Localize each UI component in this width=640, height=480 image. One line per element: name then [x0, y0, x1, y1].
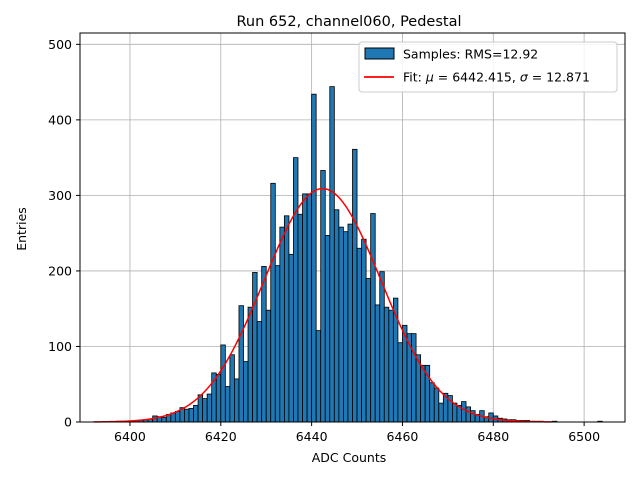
y-tick-label: 500 — [48, 37, 72, 52]
histogram-bar — [365, 278, 372, 423]
histogram-bar — [379, 271, 385, 423]
axis-ticks: 6400 6420 6440 6460 6480 6500 0 100 200 300 400 500 — [48, 37, 600, 444]
histogram-bar — [229, 354, 235, 423]
histogram-bar — [288, 253, 294, 423]
fit-curve — [93, 187, 553, 423]
y-tick-label: 200 — [48, 263, 72, 278]
y-tick-label: 400 — [48, 112, 72, 127]
histogram-bar — [174, 411, 181, 423]
histogram-bar — [433, 387, 440, 423]
histogram-bar — [374, 304, 381, 423]
histogram-bar — [438, 402, 444, 423]
histogram-bar — [333, 209, 340, 423]
legend-fit-sigma-text: = 12.871 — [528, 70, 590, 85]
y-tick-label: 0 — [64, 415, 72, 430]
histogram-bar — [388, 309, 394, 423]
histogram-bar — [306, 193, 313, 423]
histogram-bar — [461, 401, 467, 423]
x-tick-label: 6420 — [205, 429, 237, 444]
histogram-bar — [452, 402, 458, 423]
histogram-bar — [247, 306, 253, 423]
histogram-bar — [283, 215, 290, 423]
x-tick-label: 6500 — [568, 429, 600, 444]
histogram-bar — [420, 364, 426, 423]
legend-fit-prefix: Fit: — [403, 70, 426, 85]
y-axis-label: Entries — [14, 207, 29, 251]
histogram-bar — [224, 386, 231, 423]
legend-samples-swatch — [364, 47, 395, 60]
histogram-bar — [356, 247, 362, 423]
histogram-bar — [202, 398, 208, 423]
histogram-bar — [343, 231, 349, 423]
histogram-bar — [370, 213, 376, 423]
plot-frame — [79, 32, 626, 423]
histogram-bar — [274, 265, 281, 423]
histogram-bar — [329, 86, 335, 423]
histogram-bar — [429, 382, 435, 423]
histogram-bar — [302, 193, 308, 423]
histogram-bar — [243, 361, 249, 423]
chart-title: Run 652, channel060, Pedestal — [236, 14, 461, 30]
y-tick-label: 100 — [48, 339, 72, 354]
histogram-bar — [324, 235, 331, 423]
legend-samples-label: Samples: RMS=12.92 — [403, 47, 538, 62]
legend-box — [358, 41, 618, 93]
histogram-bar — [193, 404, 199, 423]
histogram-bar — [347, 223, 353, 423]
histogram-bar — [338, 226, 344, 423]
legend-fit-mu-text: = 6442.415, — [434, 70, 520, 85]
histogram-bar — [361, 238, 367, 423]
legend-fit-mu-symbol: μ — [425, 70, 434, 85]
histogram-bar — [465, 406, 471, 423]
histogram-bar — [184, 408, 190, 423]
histogram-bar — [261, 265, 267, 423]
histogram-bar — [311, 93, 317, 423]
histogram-bar — [320, 170, 326, 423]
x-axis-label: ADC Counts — [312, 450, 387, 465]
y-tick-label: 300 — [48, 188, 72, 203]
histogram-bar — [220, 344, 226, 423]
histogram-bar — [252, 272, 258, 423]
legend-fit-label: Fit: μ = 6442.415, σ = 12.871 — [403, 70, 590, 85]
histogram-bar — [297, 213, 303, 423]
x-tick-label: 6460 — [387, 429, 419, 444]
x-tick-label: 6440 — [296, 429, 328, 444]
histogram-bar — [352, 148, 358, 423]
histogram-bar — [411, 333, 417, 423]
histogram-bar — [215, 374, 222, 423]
x-tick-label: 6400 — [114, 429, 146, 444]
histogram-bar — [279, 226, 285, 423]
histogram-bar — [234, 378, 240, 423]
legend-fit-sigma-symbol: σ — [520, 70, 529, 85]
histogram-bar — [293, 157, 299, 423]
histogram-bar — [188, 408, 194, 423]
histogram-bar — [256, 321, 263, 423]
histogram-bar — [397, 342, 403, 423]
histogram-bar — [270, 182, 276, 423]
x-tick-label: 6480 — [477, 429, 509, 444]
legend: Samples: RMS=12.92 Fit: μ = 6442.415, σ … — [358, 41, 618, 93]
histogram-bar — [161, 417, 167, 423]
histogram-bar — [197, 394, 204, 423]
histogram-bar — [206, 393, 213, 423]
histogram-bar — [238, 305, 244, 423]
histogram-bar — [383, 306, 390, 423]
histogram-bar — [265, 309, 272, 423]
histogram-bar — [315, 330, 322, 423]
